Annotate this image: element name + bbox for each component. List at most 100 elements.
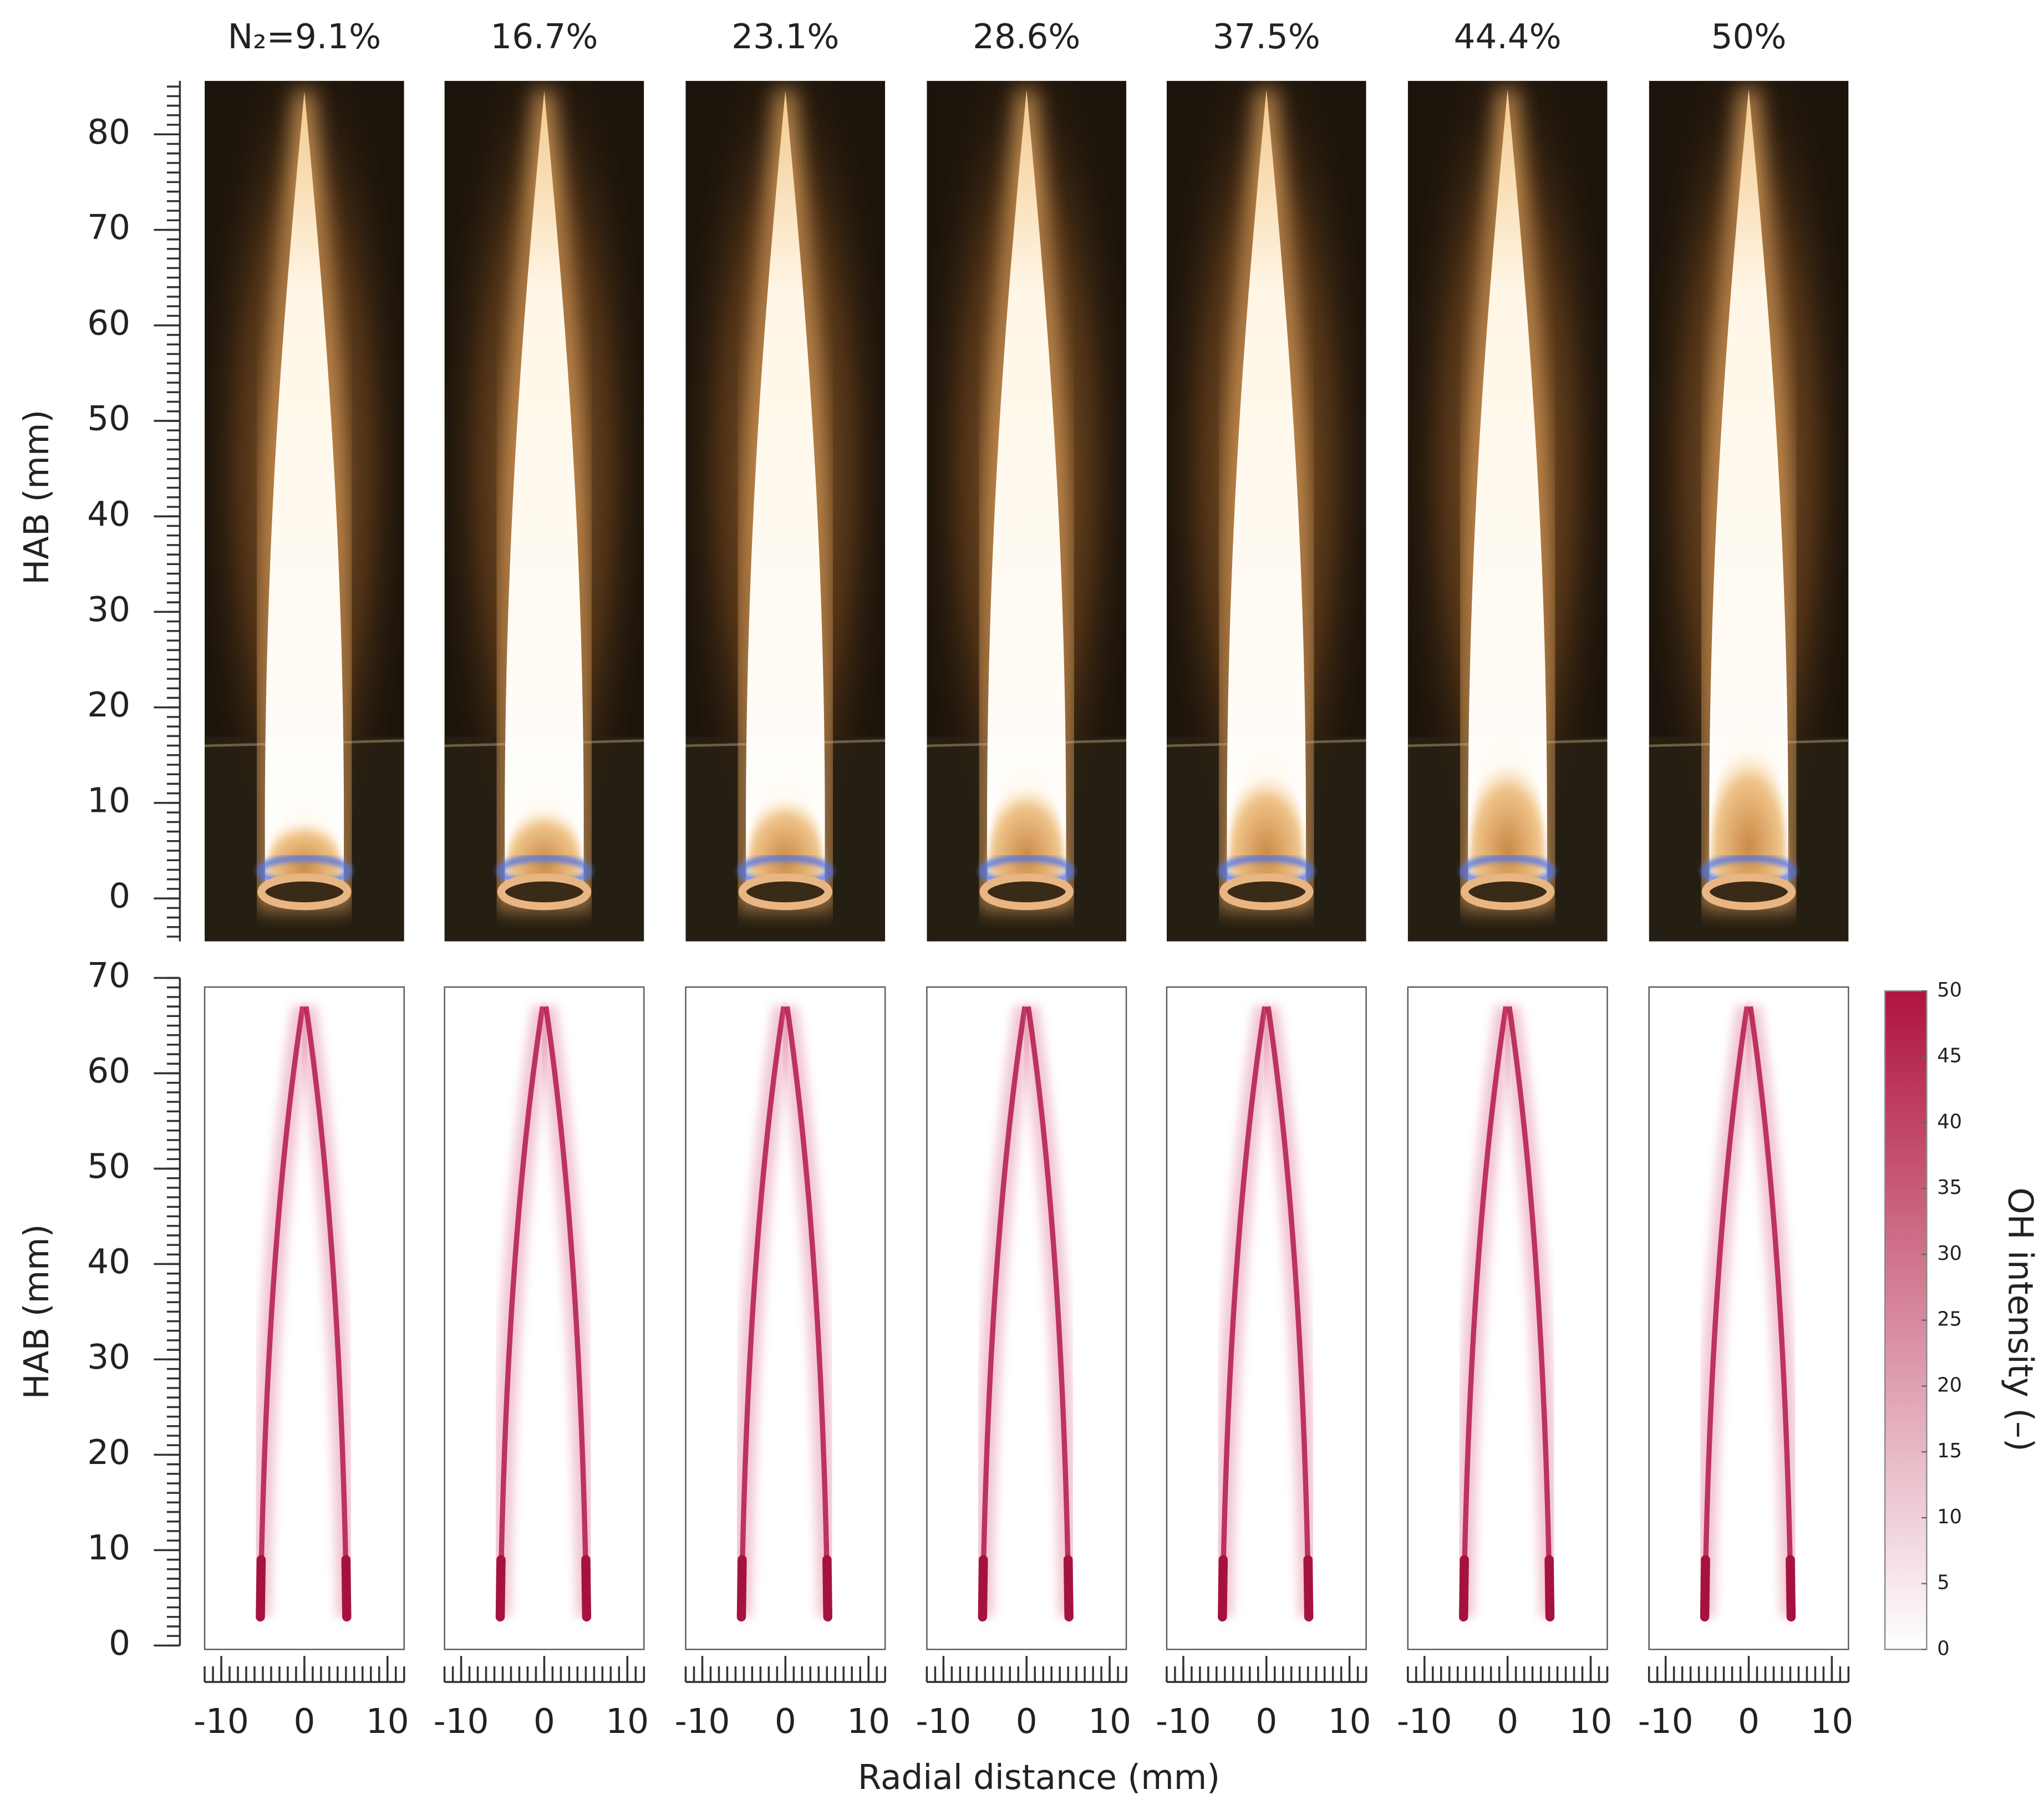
flame-core — [1227, 89, 1306, 900]
oh-map: -10 0 10 — [434, 986, 649, 1741]
cb-tick-label: 40 — [1937, 1110, 1962, 1133]
oh-front — [739, 1006, 786, 1617]
flame-base — [1710, 726, 1788, 887]
oh-front — [303, 1006, 350, 1617]
cb-tick-label: 20 — [1937, 1374, 1962, 1396]
flame-base — [265, 808, 344, 887]
cb-tick-label: 5 — [1937, 1572, 1949, 1594]
flame-core — [1468, 89, 1547, 900]
x-tick-label: -10 — [434, 1702, 489, 1741]
oh-base — [495, 1555, 592, 1621]
y-tick-label: 60 — [87, 303, 130, 343]
oh-front — [257, 1006, 306, 1617]
photo — [927, 80, 1127, 942]
photo — [444, 80, 644, 942]
map-frame — [685, 986, 886, 1650]
photo — [685, 80, 886, 942]
flame-photo — [1407, 80, 1608, 942]
x-tick-label: 0 — [1738, 1702, 1760, 1741]
oh-map: -10 0 10 — [1156, 986, 1371, 1741]
y-tick-label: 0 — [109, 1624, 130, 1663]
panel-label: N₂=9.1% — [228, 17, 382, 57]
oh-base — [736, 1555, 832, 1621]
oh-front — [980, 1006, 1028, 1617]
x-tick-label: 10 — [1811, 1702, 1854, 1741]
oh-front — [1025, 1006, 1072, 1617]
burner-ring — [1701, 873, 1796, 911]
flame-base — [505, 795, 583, 887]
burner-ring — [1461, 873, 1555, 911]
cb-tick-label: 25 — [1937, 1308, 1962, 1331]
map-frame — [926, 986, 1127, 1650]
x-tick-label: 10 — [1088, 1702, 1131, 1741]
flame-core — [1709, 89, 1788, 900]
map-frame — [1166, 986, 1367, 1650]
map-frame — [1648, 986, 1849, 1650]
y-tick-label: 70 — [87, 956, 130, 995]
map-frame — [444, 986, 645, 1650]
oh-front — [543, 1006, 589, 1617]
flame-photo — [444, 80, 644, 942]
x-tick-label: -10 — [916, 1702, 971, 1741]
x-tick-label: 0 — [775, 1702, 796, 1741]
y-tick-label: 40 — [87, 495, 130, 534]
colorbar — [1884, 990, 1928, 1650]
y-tick-label: 10 — [87, 781, 130, 820]
x-tick-label: 0 — [1016, 1702, 1038, 1741]
oh-front — [1219, 1006, 1268, 1617]
y-tick-label: 30 — [87, 590, 130, 629]
flame-base — [1468, 740, 1547, 887]
x-tick-label: 0 — [293, 1702, 315, 1741]
x-tick-label: -10 — [1156, 1702, 1211, 1741]
oh-front — [497, 1006, 546, 1617]
oh-base — [256, 1555, 352, 1621]
cb-tick-label: 10 — [1937, 1506, 1962, 1528]
y-tick-label: 50 — [87, 399, 130, 439]
oh-front — [1702, 1006, 1750, 1617]
cb-tick-label: 0 — [1937, 1637, 1949, 1660]
y-tick-label: 20 — [87, 1433, 130, 1472]
photo — [1407, 80, 1608, 942]
map-frame — [1407, 986, 1608, 1650]
panel-label: 37.5% — [1213, 17, 1320, 57]
cb-tick-label: 30 — [1937, 1242, 1962, 1265]
cb-tick-label: 50 — [1937, 979, 1962, 1001]
burner-ring — [1219, 873, 1314, 911]
flame-photo — [927, 80, 1127, 942]
x-tick-label: -10 — [1397, 1702, 1452, 1741]
burner-ring — [497, 873, 592, 911]
x-tick-label: -10 — [1638, 1702, 1694, 1741]
x-tick-label: 10 — [847, 1702, 890, 1741]
oh-front — [1747, 1006, 1794, 1617]
y-axis-label: HAB (mm) — [17, 410, 57, 585]
cb-tick-label: 35 — [1937, 1176, 1962, 1199]
oh-base — [1459, 1555, 1555, 1621]
x-tick-label: 10 — [1569, 1702, 1613, 1741]
flame-core — [505, 90, 584, 900]
flame-photo — [685, 80, 886, 942]
panel-label: 28.6% — [973, 17, 1080, 57]
oh-map: -10 0 10 — [675, 986, 890, 1741]
y-tick-label: 50 — [87, 1147, 130, 1186]
oh-front — [1461, 1006, 1509, 1617]
oh-front — [1507, 1006, 1553, 1617]
flame-core — [746, 90, 825, 900]
panel-label: 50% — [1711, 17, 1787, 57]
panel-label: 23.1% — [731, 17, 839, 57]
photo — [1166, 80, 1366, 942]
flame-core — [265, 91, 344, 900]
cb-tick-label: 45 — [1937, 1045, 1962, 1067]
flame-base — [1227, 754, 1306, 887]
cb-tick-label: 15 — [1937, 1440, 1962, 1462]
y-axis-label: HAB (mm) — [17, 1224, 57, 1399]
burner-ring — [979, 873, 1074, 911]
oh-map: -10 0 10 — [916, 986, 1131, 1741]
y-tick-label: 70 — [87, 208, 130, 247]
oh-base — [1700, 1555, 1796, 1621]
y-tick-label: 60 — [87, 1051, 130, 1091]
photo — [205, 80, 404, 942]
flame-photo — [1649, 80, 1849, 942]
x-tick-label: 10 — [1328, 1702, 1371, 1741]
